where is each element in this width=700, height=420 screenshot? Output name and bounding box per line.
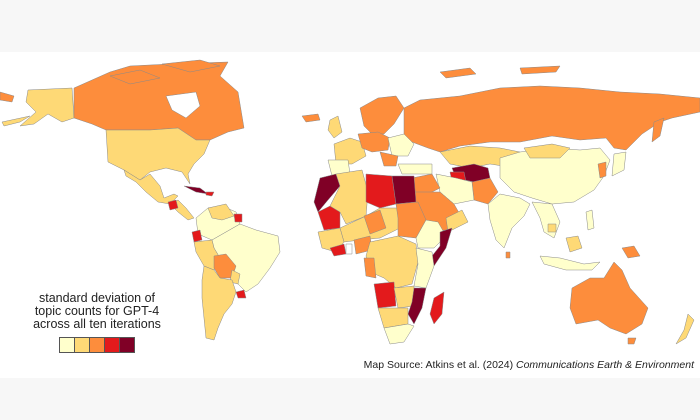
region-iceland [301,113,321,123]
region-mexico [123,169,179,205]
region-haiti [205,191,215,197]
region-korea [597,161,607,179]
region-ecuador [191,229,203,243]
region-kenya-tanzania [413,247,435,289]
region-mozambique [407,287,427,325]
region-alaska-chain [1,115,31,127]
map-legend: standard deviation of topic counts for G… [32,292,162,353]
region-argentina-chile [201,265,237,341]
region-venezuela [207,203,235,221]
legend-color-scale [32,337,162,353]
legend-swatch-1 [58,337,75,353]
region-guatemala [167,199,179,211]
region-philippines [585,209,595,231]
legend-swatch-3 [88,337,105,353]
legend-swatch-5 [118,337,135,353]
source-journal: Communications Earth & Environment [516,359,694,371]
region-australia [569,261,649,335]
region-south-africa [383,323,415,345]
region-ghana [345,243,353,255]
page-top-band [0,0,700,52]
region-suriname [233,213,243,223]
source-prefix: Map Source: Atkins et al. (2024) [363,359,516,371]
region-niger-chad [363,209,387,235]
region-madagascar [429,291,445,325]
region-scandinavia [359,95,405,135]
map-figure: standard deviation of topic counts for G… [0,52,700,378]
region-libya [365,173,397,209]
region-oman-yemen [445,209,469,233]
region-uruguay [235,289,247,299]
region-tasmania [627,337,637,345]
region-turkey [397,163,433,175]
region-balkans [379,151,399,167]
region-alaska [19,87,75,127]
region-cuba [183,185,209,195]
region-arctic-islands [439,65,561,79]
region-new-zealand [675,313,695,345]
region-papua-new-guinea [621,245,641,259]
region-canada [73,61,245,141]
region-east-europe [387,133,415,157]
region-japan [611,151,627,177]
region-cambodia [547,223,557,233]
region-russia [403,85,700,153]
region-middle-east-north [411,173,441,195]
region-canada-islands [109,59,221,85]
region-indonesia [539,255,601,271]
world-map [0,59,700,345]
map-source-caption: Map Source: Atkins et al. (2024) Communi… [364,359,694,371]
region-mauritania [317,205,341,231]
region-borneo [565,235,583,253]
legend-title-line-2: topic counts for GPT-4 [34,304,160,318]
region-kamchatka [651,117,665,143]
region-angola [373,281,397,309]
region-sri-lanka [505,251,511,259]
region-india [487,193,531,249]
region-hudson-bay [165,91,201,119]
region-algeria [329,169,369,225]
region-mongolia [523,143,571,159]
region-uk [327,115,343,139]
legend-swatch-4 [103,337,120,353]
region-egypt [391,175,417,205]
region-east-russia-tip [0,91,15,103]
region-gabon-congo [363,257,377,279]
region-paraguay [229,269,241,285]
legend-title-line-1: standard deviation of [38,291,156,305]
region-central-europe [357,131,391,153]
legend-title-line-3: across all ten iterations [33,317,161,331]
page-bottom-band [0,378,700,420]
legend-swatch-2 [73,337,90,353]
region-southeast-asia [531,201,561,239]
